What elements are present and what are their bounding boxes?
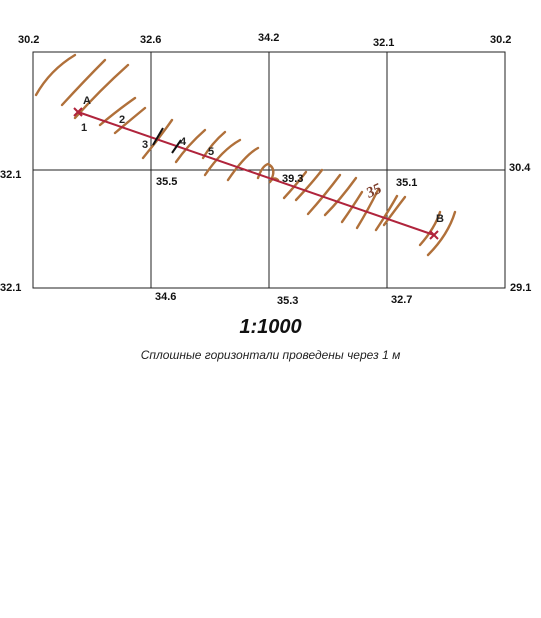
profile-ticks [152,127,182,154]
height-label: 29.1 [510,282,531,294]
contour-line [355,188,380,230]
contour-line [268,177,280,184]
height-label: 32.1 [373,37,394,49]
map-caption: Сплошные горизонтали проведены через 1 м [140,348,401,362]
profile-segment [77,111,435,236]
height-label: 35.3 [277,295,298,307]
contour-line [426,210,457,257]
point-b-label: B [436,213,444,225]
contour-lines [34,53,457,257]
point-a-marker [73,107,83,117]
profile-mark-label: 1 [81,122,87,134]
profile-mark-label: 2 [119,114,125,126]
contour-line [226,146,260,182]
topographic-map: 30.2 32.6 34.2 32.1 30.2 32.1 30.4 32.1 … [0,32,531,307]
contour-line [306,173,342,216]
point-a-label: A [83,95,91,107]
profile-mark-label: 5 [208,146,214,158]
contour-line [282,170,308,200]
height-label: 32.6 [140,34,161,46]
height-label: 30.2 [490,34,511,46]
contour-line [174,128,207,164]
contour-line [113,106,147,135]
contour-line [203,138,242,177]
height-label: 39.3 [282,173,303,185]
contour-line [418,210,442,247]
contour-line [323,176,358,217]
height-label: 34.2 [258,32,279,44]
height-label: 30.2 [18,34,39,46]
contour-line [256,162,275,180]
grid [32,51,506,289]
height-label: 32.1 [0,169,21,181]
height-label: 35.5 [156,176,177,188]
height-label: 35.1 [396,177,417,189]
height-label: 32.1 [0,282,21,294]
contour-line [98,96,137,127]
profile-mark-label: 4 [180,136,187,148]
contour-line [34,53,77,97]
contour-label: 35 [363,181,385,202]
profile-line [73,107,439,240]
height-label: 30.4 [509,162,531,174]
contour-line [60,58,107,107]
map-scale: 1:1000 [239,316,302,338]
profile-mark-label: 3 [142,139,148,151]
point-b-marker [429,230,439,240]
contour-line [382,195,407,227]
height-label: 34.6 [155,291,176,303]
contour-line [294,168,324,202]
contour-line [374,194,399,232]
height-label: 32.7 [391,294,412,306]
